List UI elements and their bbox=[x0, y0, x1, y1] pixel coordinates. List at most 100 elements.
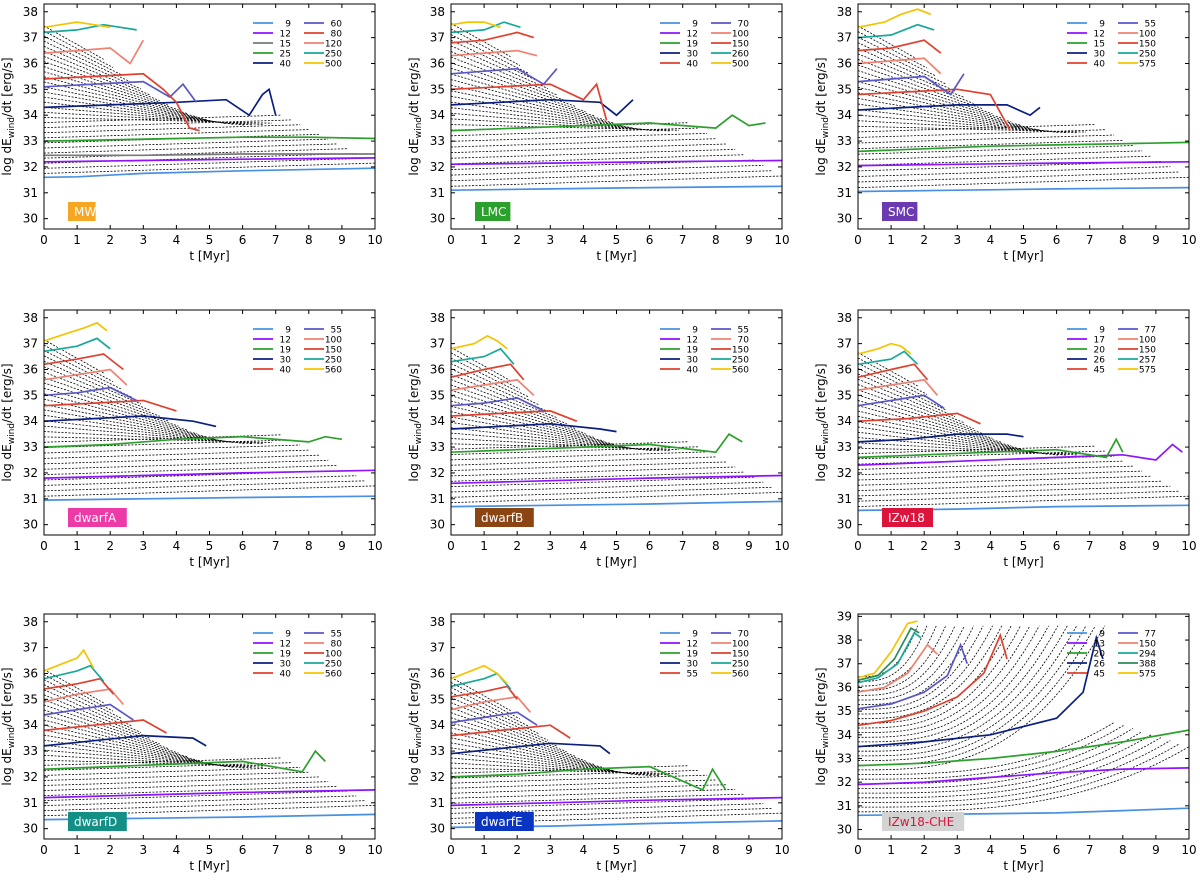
panel-label-text: dwarfA bbox=[74, 511, 117, 525]
model-track-dashed bbox=[858, 731, 1143, 789]
x-tick-label: 9 bbox=[745, 843, 753, 857]
series-group bbox=[44, 321, 375, 501]
y-tick-label: 36 bbox=[23, 666, 38, 680]
x-tick-label: 8 bbox=[305, 843, 313, 857]
model-track-dashed bbox=[858, 625, 1003, 720]
y-tick-label: 37 bbox=[23, 31, 38, 45]
model-track-dashed bbox=[858, 426, 1049, 455]
x-tick-label: 1 bbox=[887, 843, 895, 857]
model-track-dashed bbox=[858, 92, 1030, 129]
x-tick-label: 8 bbox=[712, 539, 720, 553]
model-track-dashed bbox=[858, 134, 1115, 144]
y-tick-label: 31 bbox=[837, 492, 852, 506]
model-track-dashed bbox=[858, 490, 1180, 502]
panel-label-text: IZw18 bbox=[888, 511, 925, 525]
model-track-dashed bbox=[44, 114, 282, 123]
model-track-dashed bbox=[858, 743, 1180, 808]
legend-entry: 575 bbox=[1139, 366, 1156, 376]
model-track-dashed bbox=[858, 475, 1152, 486]
model-track-dashed bbox=[451, 56, 567, 102]
y-tick-label: 30 bbox=[430, 822, 445, 836]
panel-label: LMC bbox=[475, 202, 511, 221]
panel-label: MW bbox=[68, 202, 96, 221]
x-tick-label: 2 bbox=[920, 843, 928, 857]
x-tick-label: 1 bbox=[480, 233, 488, 247]
legend-entry: 250 bbox=[325, 50, 342, 60]
y-tick-label: 38 bbox=[430, 5, 445, 19]
x-tick-label: 4 bbox=[173, 539, 181, 553]
model-track-dashed bbox=[858, 25, 918, 60]
legend-entry: 45 bbox=[1094, 366, 1105, 376]
model-track-dashed bbox=[44, 475, 357, 486]
x-tick-label: 6 bbox=[239, 843, 247, 857]
model-track-dashed bbox=[44, 449, 310, 459]
model-track-dashed bbox=[858, 625, 1106, 771]
y-tick-label: 35 bbox=[430, 692, 445, 706]
model-track-dashed bbox=[451, 79, 605, 121]
model-track-dashed bbox=[451, 138, 717, 148]
series-line-250 bbox=[44, 337, 111, 353]
x-tick-label: 6 bbox=[239, 233, 247, 247]
legend-entry: 12 bbox=[280, 30, 291, 40]
model-track-dashed bbox=[44, 119, 291, 128]
series-line-30 bbox=[451, 422, 617, 433]
model-track-dashed bbox=[44, 439, 291, 448]
x-tick-label: 3 bbox=[139, 233, 147, 247]
panel-label-box bbox=[68, 202, 96, 221]
model-track-dashed bbox=[451, 798, 754, 809]
series-line-40 bbox=[451, 82, 608, 121]
y-tick-label: 37 bbox=[23, 641, 38, 655]
model-track-dashed bbox=[451, 702, 558, 747]
series-line-60 bbox=[44, 80, 197, 103]
legend-entry: 150 bbox=[325, 346, 342, 356]
x-tick-label: 9 bbox=[1152, 539, 1160, 553]
x-tick-label: 1 bbox=[73, 843, 81, 857]
model-track-dashed bbox=[858, 31, 928, 69]
x-tick-label: 4 bbox=[580, 843, 588, 857]
legend-entry: 13 bbox=[1094, 640, 1105, 650]
x-tick-label: 8 bbox=[712, 233, 720, 247]
model-track-dashed bbox=[858, 734, 1152, 794]
model-track-dashed bbox=[858, 421, 1040, 454]
x-tick-label: 2 bbox=[106, 539, 114, 553]
y-tick-label: 31 bbox=[430, 796, 445, 810]
x-tick-label: 7 bbox=[1086, 233, 1094, 247]
y-tick-label: 38 bbox=[430, 311, 445, 325]
series-line-12 bbox=[451, 474, 782, 485]
series-line-9 bbox=[451, 500, 782, 508]
x-tick-label: 9 bbox=[338, 843, 346, 857]
series-line-250 bbox=[858, 23, 935, 39]
x-tick-label: 4 bbox=[580, 539, 588, 553]
model-track-dashed bbox=[451, 779, 717, 789]
legend-entry: 40 bbox=[687, 60, 699, 70]
x-tick-label: 1 bbox=[73, 233, 81, 247]
panel-label-text: IZw18-CHE bbox=[888, 815, 954, 829]
series-line-19 bbox=[451, 114, 766, 132]
y-tick-label: 33 bbox=[837, 751, 852, 765]
model-track-dashed bbox=[44, 157, 366, 169]
model-track-dashed bbox=[44, 66, 179, 111]
legend-entry: 250 bbox=[732, 356, 749, 366]
background-model-tracks bbox=[858, 352, 1189, 507]
y-axis-label: log dEwind/dt [erg/s] bbox=[0, 363, 17, 481]
y-tick-label: 33 bbox=[23, 440, 38, 454]
legend-entry: 260 bbox=[732, 50, 749, 60]
legend-entry: 55 bbox=[331, 326, 342, 336]
model-track-dashed bbox=[451, 400, 605, 442]
x-tick-label: 7 bbox=[1086, 843, 1094, 857]
model-track-dashed bbox=[451, 164, 764, 176]
model-track-dashed bbox=[44, 709, 179, 754]
y-tick-label: 32 bbox=[23, 770, 38, 784]
y-tick-label: 34 bbox=[430, 718, 445, 732]
series-group bbox=[451, 664, 782, 829]
model-track-dashed bbox=[44, 800, 366, 812]
x-tick-label: 5 bbox=[1020, 843, 1028, 857]
y-axis-label: log dEwind/dt [erg/s] bbox=[814, 667, 831, 785]
model-track-dashed bbox=[858, 362, 937, 403]
model-track-dashed bbox=[44, 117, 273, 124]
model-track-dashed bbox=[44, 762, 291, 771]
legend-entry: 9 bbox=[692, 630, 698, 640]
